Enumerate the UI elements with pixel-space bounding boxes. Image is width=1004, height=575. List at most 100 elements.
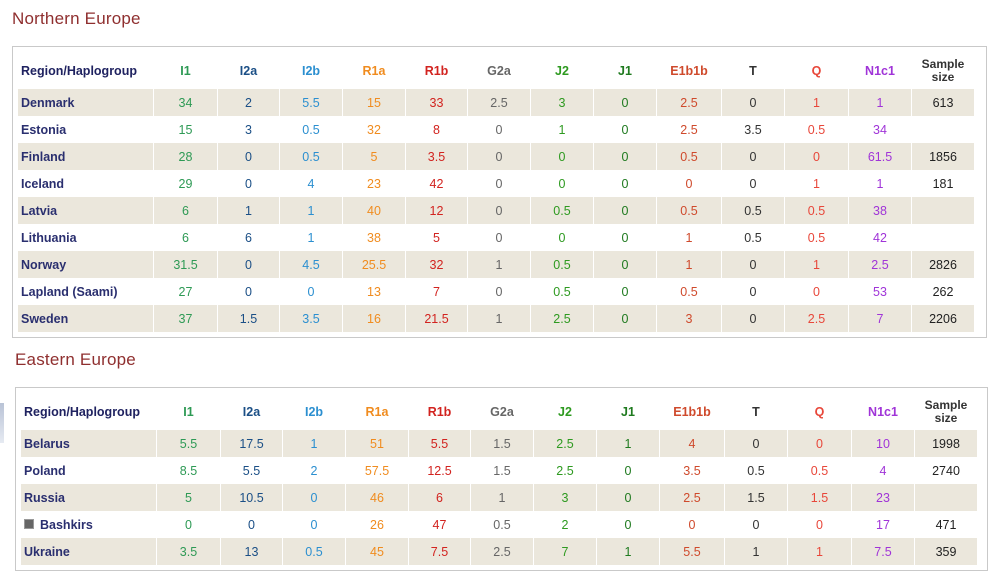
column-header-i2a: I2a [221,393,283,430]
column-header-i2b: I2b [283,393,346,430]
cell-r1a: 5 [343,143,406,170]
cell-i2a: 0 [218,251,280,278]
cell-sample-size: 2740 [915,457,978,484]
cell-i2b: 1 [283,430,346,457]
region-name-cell[interactable]: Bashkirs [21,511,157,538]
cell-r1b: 8 [406,116,468,143]
cell-q: 0 [785,278,849,305]
cell-e1b1b: 0.5 [657,143,722,170]
column-header-i1: I1 [154,52,218,89]
cell-q: 2.5 [785,305,849,332]
cell-r1b: 12 [406,197,468,224]
cell-n1c1: 34 [849,116,912,143]
region-name: Sweden [21,311,69,326]
cell-n1c1: 7 [849,305,912,332]
cell-sample-size: 613 [912,89,975,116]
column-header-r1b: R1b [409,393,471,430]
cell-g2a: 0 [468,278,531,305]
cell-sample-size [912,116,975,143]
cell-n1c1: 42 [849,224,912,251]
cell-r1a: 26 [346,511,409,538]
cell-j1: 0 [597,484,660,511]
table-row: Poland 8.5 5.5 2 57.5 12.5 1.5 2.5 0 3.5 0.5 0.5 4 27… [21,457,978,484]
cell-e1b1b: 3 [657,305,722,332]
region-name: Latvia [21,203,58,218]
cell-i2a: 0 [218,170,280,197]
cell-t: 0 [725,430,788,457]
cell-r1b: 12.5 [409,457,471,484]
column-header-r1a: R1a [343,52,406,89]
cell-g2a: 0 [468,197,531,224]
column-header-j2: J2 [531,52,594,89]
cell-i1: 8.5 [157,457,221,484]
cell-r1a: 57.5 [346,457,409,484]
cell-i1: 3.5 [157,538,221,565]
cell-q: 0.5 [788,457,852,484]
header-row: Region/Haplogroup I1 I2a I2b R1a R1b G2a J2 J1 E1… [18,52,975,89]
cell-q: 0.5 [785,224,849,251]
cell-i1: 27 [154,278,218,305]
cell-j1: 0 [594,197,657,224]
table-row: Belarus 5.5 17.5 1 51 5.5 1.5 2.5 1 4 0 0 10 1998 [21,430,978,457]
cell-sample-size: 262 [912,278,975,305]
cell-i2b: 1 [280,197,343,224]
cell-i2a: 6 [218,224,280,251]
cell-r1a: 25.5 [343,251,406,278]
cell-n1c1: 1 [849,89,912,116]
cell-i2b: 0 [283,484,346,511]
cell-t: 3.5 [722,116,785,143]
cell-i2b: 4.5 [280,251,343,278]
cell-i2b: 1 [280,224,343,251]
cell-e1b1b: 1 [657,251,722,278]
region-name: Belarus [24,436,70,451]
cell-n1c1: 23 [852,484,915,511]
cell-r1b: 6 [409,484,471,511]
column-header-e1b1b: E1b1b [657,52,722,89]
cell-i1: 34 [154,89,218,116]
sample-size-label-line2: size [931,69,955,84]
column-header-region: Region/Haplogroup [21,393,157,430]
cell-r1b: 7.5 [409,538,471,565]
sample-size-label-line2: size [934,410,958,425]
cell-n1c1: 4 [852,457,915,484]
cell-q: 0.5 [785,197,849,224]
column-header-q: Q [785,52,849,89]
cell-e1b1b: 5.5 [660,538,725,565]
cell-t: 0 [722,278,785,305]
cell-n1c1: 10 [852,430,915,457]
cell-q: 1 [785,251,849,278]
column-header-i2a: I2a [218,52,280,89]
cell-r1b: 42 [406,170,468,197]
cell-sample-size [915,484,978,511]
cell-j1: 0 [597,511,660,538]
cell-sample-size [912,224,975,251]
cell-r1a: 23 [343,170,406,197]
cell-r1b: 32 [406,251,468,278]
cell-e1b1b: 1 [657,224,722,251]
region-name: Denmark [21,95,75,110]
cell-q: 1 [788,538,852,565]
cell-j1: 0 [597,457,660,484]
cell-i2a: 1 [218,197,280,224]
cell-i2b: 0 [283,511,346,538]
expand-collapse-icon[interactable] [24,519,34,530]
cell-i1: 5 [157,484,221,511]
region-name-cell: Lapland (Saami) [18,278,154,305]
cell-n1c1: 53 [849,278,912,305]
table-row: Estonia 15 3 0.5 32 8 0 1 0 2.5 3.5 0.5 34 [18,116,975,143]
region-name: Finland [21,149,66,164]
cell-r1b: 7 [406,278,468,305]
cell-i2a: 0 [218,278,280,305]
cell-j2: 2.5 [534,430,597,457]
cell-g2a: 1 [468,305,531,332]
region-name: Russia [24,490,65,505]
cell-n1c1: 17 [852,511,915,538]
cell-g2a: 1.5 [471,430,534,457]
cell-j1: 0 [594,224,657,251]
region-name: Norway [21,257,67,272]
cell-e1b1b: 0 [657,170,722,197]
cell-r1a: 16 [343,305,406,332]
cell-i1: 0 [157,511,221,538]
cell-r1a: 46 [346,484,409,511]
table-row: Latvia 6 1 1 40 12 0 0.5 0 0.5 0.5 0.5 38 [18,197,975,224]
